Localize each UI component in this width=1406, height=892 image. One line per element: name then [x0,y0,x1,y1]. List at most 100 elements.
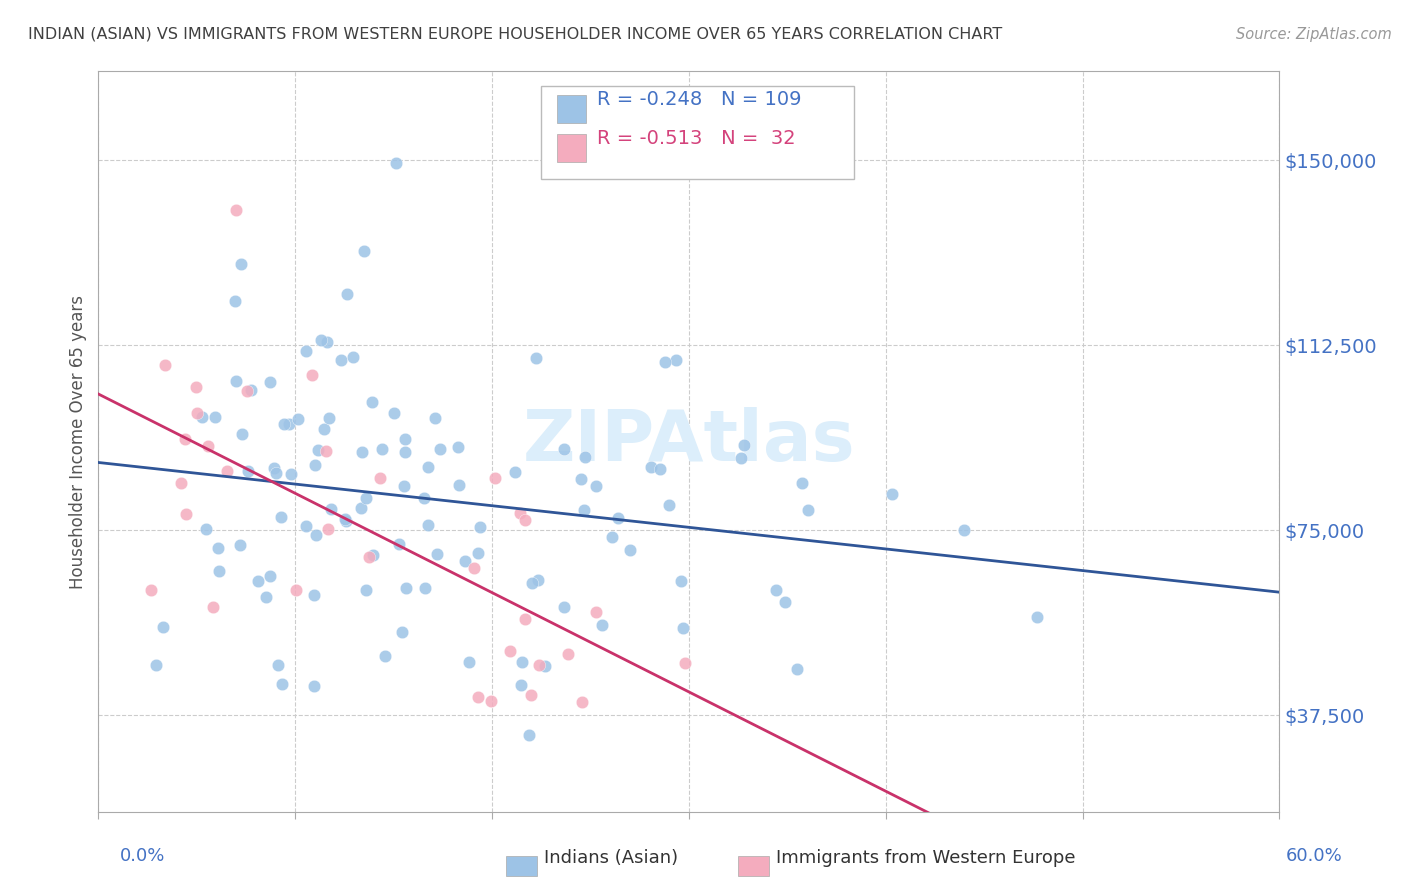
Y-axis label: Householder Income Over 65 years: Householder Income Over 65 years [69,294,87,589]
Point [509,678,531,692]
Point [371,442,394,456]
Point [295,343,318,358]
Point [208,564,231,578]
Point [392,479,415,493]
Point [463,561,485,575]
Point [254,590,277,604]
Point [361,395,384,409]
Point [191,409,214,424]
Point [553,599,575,614]
Point [312,422,335,436]
Point [304,588,326,602]
Point [591,618,613,632]
Point [619,543,641,558]
Point [394,445,416,459]
Point [231,257,253,271]
Text: Source: ZipAtlas.com: Source: ZipAtlas.com [1236,27,1392,42]
Point [173,433,195,447]
Point [264,467,287,481]
Point [382,406,405,420]
Point [267,657,290,672]
Point [356,491,378,506]
Point [215,464,238,478]
Point [277,417,299,431]
Point [152,620,174,634]
Point [235,384,257,398]
Text: ZIPAtlas: ZIPAtlas [523,407,855,476]
Point [447,477,470,491]
Point [454,554,477,568]
Point [648,461,671,475]
Point [479,694,502,708]
Point [287,411,309,425]
Point [671,621,693,635]
Point [307,442,329,457]
Point [600,530,623,544]
Point [416,517,439,532]
Point [529,657,551,672]
Text: R = -0.248   N = 109: R = -0.248 N = 109 [596,90,801,109]
Point [484,471,506,485]
Point [585,478,607,492]
Point [225,202,247,217]
Point [786,662,808,676]
Point [309,333,332,347]
Point [280,467,302,482]
Point [259,375,281,389]
Point [533,659,555,673]
Point [353,244,375,258]
Point [374,648,396,663]
Point [665,353,688,368]
Point [246,574,269,589]
Point [204,410,226,425]
Point [797,503,820,517]
Point [413,491,436,505]
Text: 0.0%: 0.0% [120,847,165,865]
Point [765,583,787,598]
Point [236,464,259,478]
Point [416,459,439,474]
Point [503,465,526,479]
Point [447,440,470,454]
Point [321,502,343,516]
Point [186,406,208,420]
Point [259,568,281,582]
Point [395,581,418,595]
Point [342,351,364,365]
Point [654,354,676,368]
Point [1026,609,1049,624]
FancyBboxPatch shape [541,87,855,178]
Point [352,445,374,459]
Point [415,581,437,595]
Point [270,509,292,524]
Point [295,518,318,533]
Text: INDIAN (ASIAN) VS IMMIGRANTS FROM WESTERN EUROPE HOUSEHOLDER INCOME OVER 65 YEAR: INDIAN (ASIAN) VS IMMIGRANTS FROM WESTER… [28,27,1002,42]
Point [775,595,797,609]
Text: Indians (Asian): Indians (Asian) [544,849,678,867]
Point [333,512,356,526]
Point [512,655,534,669]
Point [318,411,340,425]
Point [263,461,285,475]
Text: Immigrants from Western Europe: Immigrants from Western Europe [776,849,1076,867]
Point [569,472,592,486]
Point [224,294,246,309]
Point [354,583,377,598]
Point [273,417,295,431]
Point [315,443,337,458]
Point [197,439,219,453]
Point [207,541,229,555]
Point [271,677,294,691]
Point [394,432,416,446]
Point [350,501,373,516]
Point [368,471,391,485]
Point [880,487,903,501]
Point [458,656,481,670]
Text: R = -0.513   N =  32: R = -0.513 N = 32 [596,129,796,148]
Point [606,510,628,524]
Point [527,573,550,587]
Point [733,438,755,452]
Point [357,550,380,565]
Point [468,520,491,534]
Point [553,442,575,456]
